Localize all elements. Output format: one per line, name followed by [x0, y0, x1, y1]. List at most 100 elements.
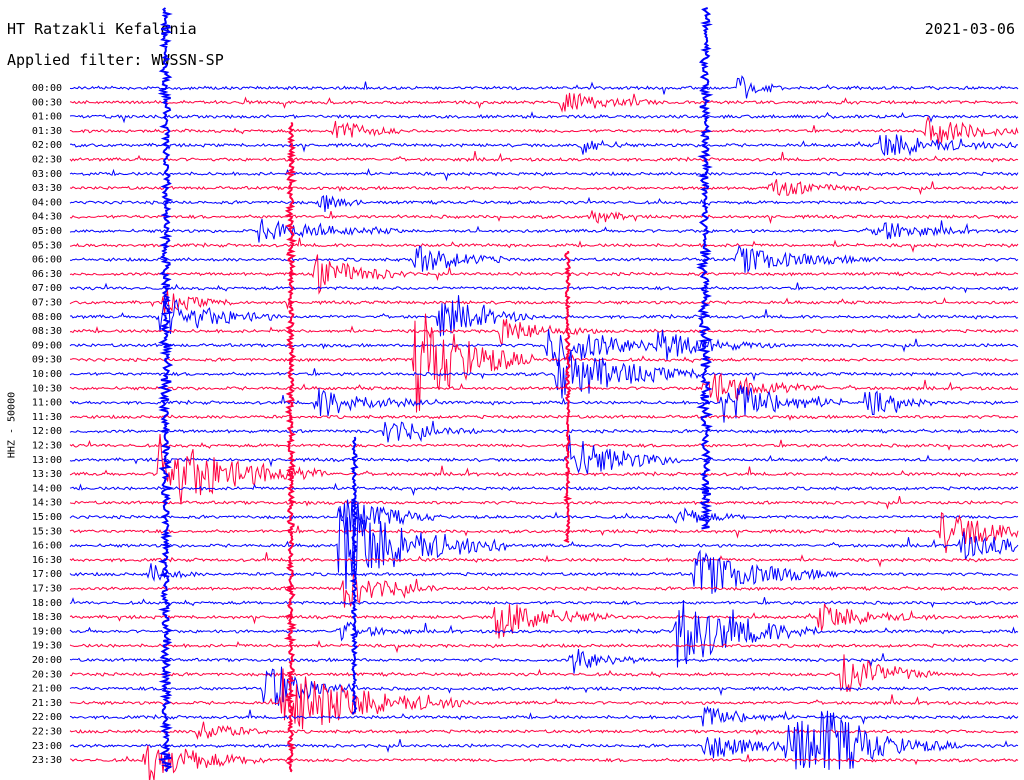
row-time-label: 07:30	[32, 298, 62, 309]
row-time-label: 12:30	[32, 441, 62, 452]
trace-line	[69, 313, 1019, 413]
trace-line	[69, 654, 1019, 692]
row-time-label: 13:00	[32, 455, 62, 466]
row-time-label: 15:00	[32, 512, 62, 523]
row-time-label: 13:30	[32, 469, 62, 480]
trace-line	[69, 319, 1019, 346]
trace-line	[69, 668, 1019, 730]
trace-spike	[157, 7, 174, 773]
trace-line	[69, 512, 1019, 554]
row-time-label: 20:30	[32, 669, 62, 680]
trace-line	[69, 666, 1019, 706]
trace-spike	[283, 121, 298, 773]
trace-line	[69, 434, 1019, 505]
trace-line	[69, 600, 1019, 668]
row-time-label: 14:00	[32, 483, 62, 494]
trace-line	[69, 237, 1019, 253]
trace-spike	[563, 250, 573, 544]
trace-line	[69, 639, 1019, 654]
row-time-label: 10:30	[32, 383, 62, 394]
row-time-label: 23:30	[32, 755, 62, 766]
row-time-label: 17:30	[32, 584, 62, 595]
station-title: HT Ratzakli Kefalonia	[7, 20, 197, 38]
row-time-label: 00:30	[32, 97, 62, 108]
trace-line	[69, 482, 1019, 496]
trace-line	[69, 134, 1019, 157]
row-time-label: 23:00	[32, 741, 62, 752]
trace-line	[69, 552, 1019, 568]
trace-line	[69, 290, 1019, 315]
trace-line	[69, 649, 1019, 674]
row-time-label: 18:30	[32, 612, 62, 623]
trace-line	[69, 420, 1019, 443]
trace-line	[69, 549, 1019, 594]
row-time-label: 07:00	[32, 283, 62, 294]
trace-spike	[696, 7, 714, 530]
filter-label: Applied filter: WWSSN-SP	[7, 51, 224, 69]
trace-line	[69, 372, 1019, 403]
row-time-label: 03:30	[32, 183, 62, 194]
trace-line	[69, 498, 1019, 535]
trace-line	[69, 495, 1019, 510]
trace-line	[69, 282, 1019, 294]
row-time-label: 22:30	[32, 727, 62, 738]
trace-line	[69, 349, 1019, 399]
row-time-label: 05:30	[32, 240, 62, 251]
trace-line	[69, 295, 1019, 337]
trace-line	[69, 179, 1019, 196]
row-time-label: 02:00	[32, 140, 62, 151]
row-time-label: 18:00	[32, 598, 62, 609]
trace-line	[69, 721, 1019, 740]
trace-line	[69, 75, 1019, 99]
trace-line	[69, 573, 1019, 608]
trace-line	[70, 414, 1019, 421]
date-label: 2021-03-06	[924, 20, 1015, 38]
trace-line	[69, 245, 1019, 274]
trace-line	[69, 329, 1019, 367]
row-time-label: 09:00	[32, 340, 62, 351]
row-time-label: 03:00	[32, 169, 62, 180]
trace-line	[69, 167, 1019, 182]
trace-spike	[349, 436, 359, 715]
row-time-label: 10:00	[32, 369, 62, 380]
row-time-label: 09:30	[32, 355, 62, 366]
row-time-label: 21:00	[32, 684, 62, 695]
row-time-label: 11:00	[32, 398, 62, 409]
row-time-label: 12:00	[32, 426, 62, 437]
row-time-label: 16:00	[32, 541, 62, 552]
trace-line	[69, 195, 1019, 212]
trace-line	[69, 506, 1019, 590]
row-time-label: 17:00	[32, 569, 62, 580]
trace-line	[69, 710, 1019, 770]
row-time-label: 06:30	[32, 269, 62, 280]
trace-line	[69, 439, 1019, 451]
trace-line	[69, 385, 1019, 423]
row-time-label: 00:00	[32, 83, 62, 94]
row-time-label: 11:30	[32, 412, 62, 423]
row-time-label: 14:30	[32, 498, 62, 509]
row-time-label: 16:30	[32, 555, 62, 566]
trace-line	[69, 151, 1019, 163]
row-time-label: 08:00	[32, 312, 62, 323]
trace-line	[69, 597, 1018, 608]
trace-line	[69, 218, 1019, 243]
trace-line	[69, 254, 1019, 295]
row-time-label: 04:00	[32, 197, 62, 208]
trace-line	[69, 434, 1019, 475]
row-time-label: 21:30	[32, 698, 62, 709]
row-time-label: 15:30	[32, 526, 62, 537]
row-time-label: 05:00	[32, 226, 62, 237]
row-time-label: 22:00	[32, 712, 62, 723]
row-time-label: 04:30	[32, 212, 62, 223]
row-time-label: 19:30	[32, 641, 62, 652]
row-time-label: 01:00	[32, 112, 62, 123]
trace-line	[69, 111, 1019, 124]
row-time-label: 01:30	[32, 126, 62, 137]
trace-line	[69, 705, 1019, 727]
row-time-label: 19:00	[32, 626, 62, 637]
trace-line	[69, 115, 1019, 144]
row-time-label: 06:00	[32, 255, 62, 266]
row-time-label: 08:30	[32, 326, 62, 337]
